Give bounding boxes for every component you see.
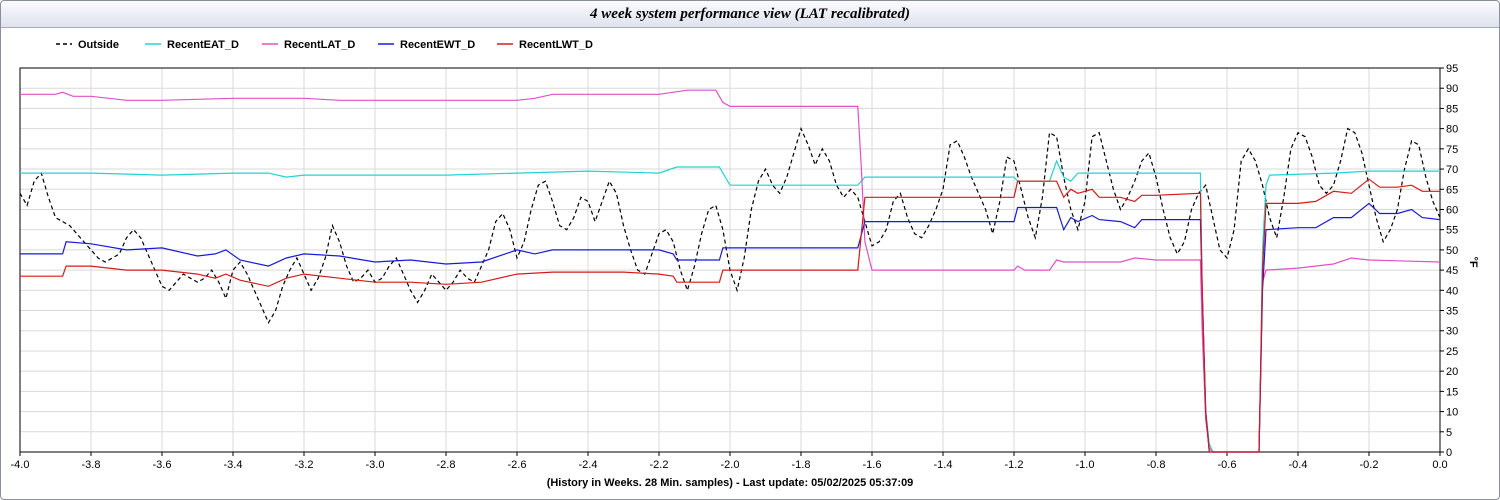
- x-tick-label: -3.6: [153, 459, 172, 471]
- legend-label: RecentEAT_D: [167, 39, 239, 51]
- y-tick-label: 75: [1446, 144, 1458, 156]
- x-axis-label: (History in Weeks. 28 Min. samples) - La…: [547, 477, 914, 489]
- legend-label: RecentEWT_D: [400, 39, 475, 51]
- x-tick-label: -2.2: [650, 459, 669, 471]
- y-tick-label: 35: [1446, 306, 1458, 318]
- y-axis-label: °F: [1467, 256, 1479, 267]
- x-tick-label: -0.8: [1147, 459, 1166, 471]
- grid: [19, 67, 1441, 453]
- y-tick-label: 20: [1446, 366, 1458, 378]
- y-tick-label: 70: [1446, 164, 1458, 176]
- y-tick-label: 85: [1446, 103, 1458, 115]
- y-tick-label: 80: [1446, 124, 1458, 136]
- x-tick-label: -3.8: [82, 459, 101, 471]
- y-tick-label: 30: [1446, 326, 1458, 338]
- y-tick-label: 90: [1446, 83, 1458, 95]
- y-tick-label: 40: [1446, 285, 1458, 297]
- y-tick-label: 45: [1446, 265, 1458, 277]
- y-tick-label: 10: [1446, 407, 1458, 419]
- legend-label: RecentLAT_D: [284, 39, 355, 51]
- series-line-outside: [19, 126, 1441, 325]
- y-tick-label: 55: [1446, 225, 1458, 237]
- x-tick-label: -2.6: [508, 459, 527, 471]
- y-tick-label: 15: [1446, 386, 1458, 398]
- title-bar: 4 week system performance view (LAT reca…: [1, 1, 1499, 28]
- x-tick-label: -1.6: [863, 459, 882, 471]
- x-tick-label: -0.6: [1218, 459, 1237, 471]
- y-tick-label: 0: [1446, 447, 1452, 459]
- series-line-recentlwt-d: [20, 178, 1440, 453]
- x-tick-label: -3.2: [295, 459, 314, 471]
- x-tick-label: -3.4: [224, 459, 243, 471]
- y-tick-label: 60: [1446, 204, 1458, 216]
- x-axis: -4.0 -3.8 -3.6 -3.4 -3.2 -3.0 -2.8 -2.6 -2.4 -2.2…: [11, 452, 1448, 471]
- y-tick-label: 95: [1446, 63, 1458, 75]
- legend-label: RecentLWT_D: [519, 39, 593, 51]
- y-tick-label: 65: [1446, 184, 1458, 196]
- legend-label: Outside: [78, 39, 119, 51]
- y-tick-label: 25: [1446, 346, 1458, 358]
- x-tick-label: -0.2: [1360, 459, 1379, 471]
- x-tick-label: -2.0: [721, 459, 740, 471]
- series-line-recentewt-d: [20, 202, 1441, 453]
- chart-title: 4 week system performance view (LAT reca…: [590, 6, 910, 22]
- x-tick-label: -1.8: [792, 459, 811, 471]
- x-tick-label: -2.4: [579, 459, 598, 471]
- series-layer: [19, 89, 1441, 453]
- x-tick-label: -2.8: [437, 459, 456, 471]
- x-tick-label: -1.4: [934, 459, 953, 471]
- legend: Outside RecentEAT_D RecentLAT_D RecentEWT_D…: [56, 39, 593, 51]
- x-tick-label: -4.0: [11, 459, 30, 471]
- x-tick-label: 0.0: [1432, 459, 1447, 471]
- y-tick-label: 5: [1446, 427, 1452, 439]
- x-tick-label: -0.4: [1289, 459, 1308, 471]
- x-tick-label: -1.2: [1005, 459, 1024, 471]
- y-axis: 0 5 10 15 20 25 30 35 40 45 50 55 60 65 70 75 80 85 90 95: [1440, 63, 1458, 459]
- x-tick-label: -1.0: [1076, 459, 1095, 471]
- y-tick-label: 50: [1446, 245, 1458, 257]
- x-tick-label: -3.0: [366, 459, 385, 471]
